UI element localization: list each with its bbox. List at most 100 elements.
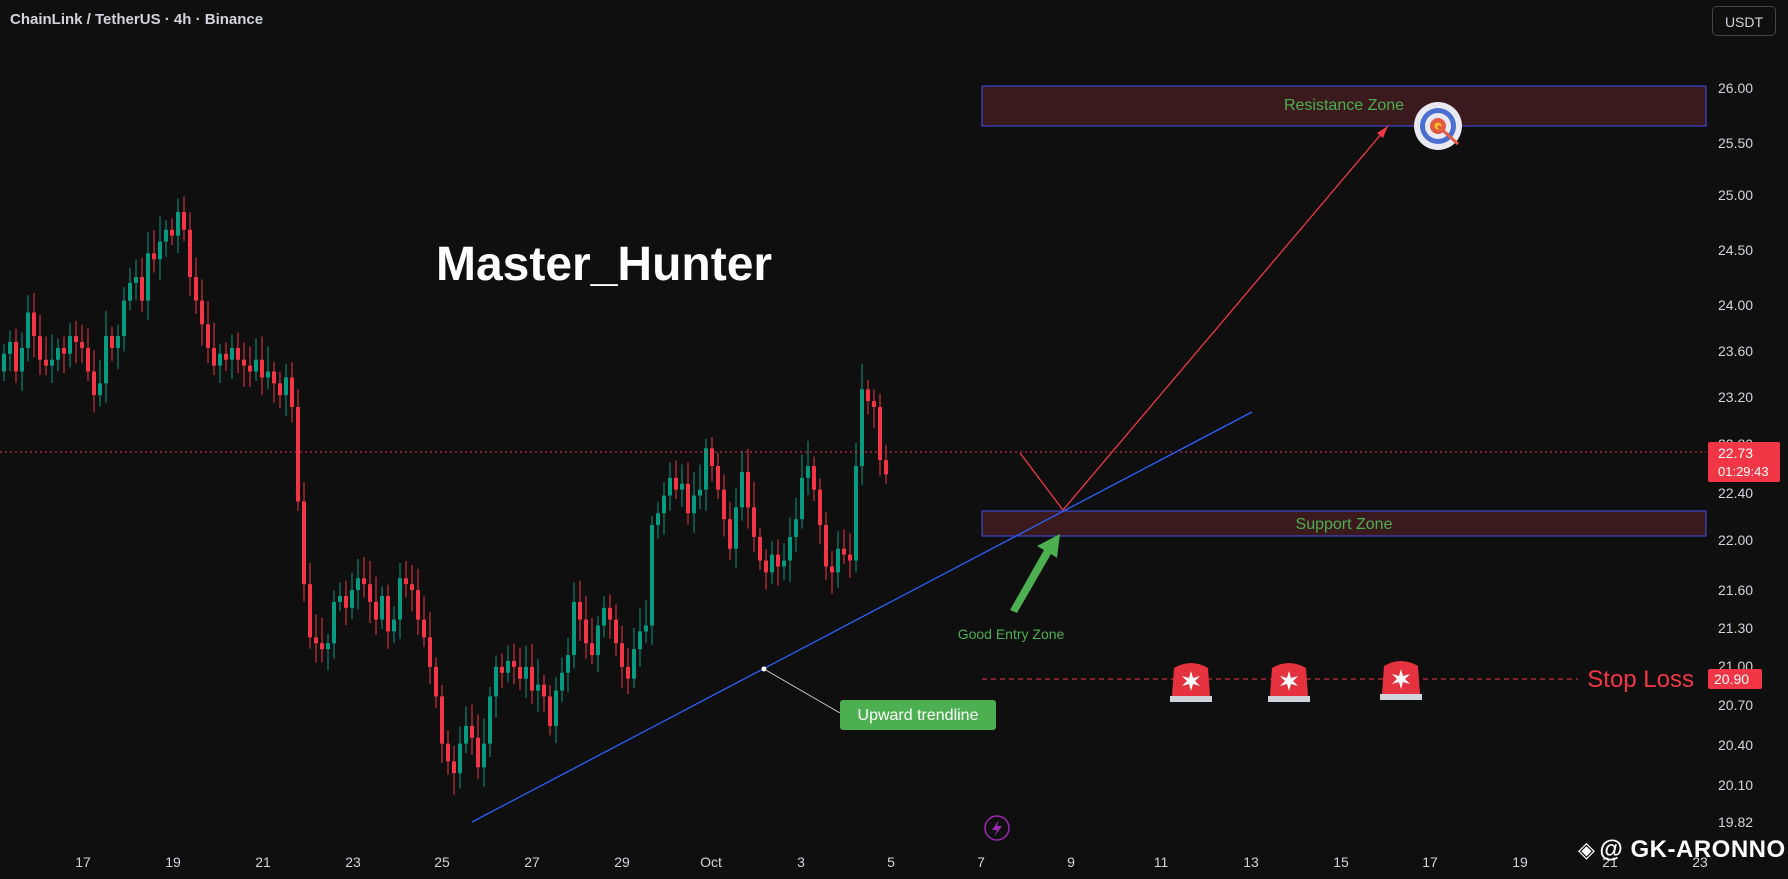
candle-body xyxy=(230,347,234,360)
candle-body xyxy=(680,483,684,490)
candle-body xyxy=(842,548,846,555)
candle-body xyxy=(242,359,246,366)
candle-body xyxy=(632,649,636,679)
time-tick-label: 7 xyxy=(977,854,985,870)
stop-loss-label: Stop Loss xyxy=(1587,666,1694,693)
candle-body xyxy=(92,371,96,396)
candle-body xyxy=(698,489,702,496)
candle-body xyxy=(788,536,792,561)
candle-body xyxy=(332,601,336,644)
price-tick-label: 22.40 xyxy=(1718,485,1753,501)
candle-body xyxy=(134,277,138,283)
candle-body xyxy=(764,560,768,573)
candle-body xyxy=(734,507,738,549)
candle-body xyxy=(14,341,18,372)
candle-body xyxy=(620,643,624,667)
candle-body xyxy=(638,631,642,650)
candle-body xyxy=(854,466,858,561)
candle-body xyxy=(884,460,888,475)
resistance-zone-label: Resistance Zone xyxy=(1284,97,1404,114)
time-tick-label: 13 xyxy=(1243,854,1259,870)
lightning-icon[interactable] xyxy=(984,815,1010,841)
candle-body xyxy=(650,525,654,626)
candle-body xyxy=(860,389,864,467)
candle-body xyxy=(32,312,36,337)
support-zone[interactable] xyxy=(981,510,1707,537)
candles-layer xyxy=(2,196,888,795)
price-tick-label: 20.40 xyxy=(1718,737,1753,753)
candle-body xyxy=(146,253,150,301)
price-tick-label: 24.50 xyxy=(1718,242,1753,258)
candle-body xyxy=(572,601,576,656)
candle-body xyxy=(464,725,468,744)
candle-body xyxy=(98,383,102,396)
candle-body xyxy=(164,229,168,242)
upward-trendline[interactable] xyxy=(471,411,1253,823)
candle-body xyxy=(296,406,300,502)
candle-body xyxy=(44,359,48,366)
candle-body xyxy=(668,477,672,496)
candle-body xyxy=(818,489,822,526)
candle-body xyxy=(470,725,474,738)
price-tick-label: 20.10 xyxy=(1718,777,1753,793)
candle-body xyxy=(56,347,60,360)
candle-body xyxy=(626,666,630,679)
price-tick-label: 23.60 xyxy=(1718,343,1753,359)
siren-icon xyxy=(1380,661,1422,700)
candle-body xyxy=(542,684,546,697)
price-tick-label: 22.00 xyxy=(1718,532,1753,548)
currency-button[interactable]: USDT xyxy=(1712,6,1776,36)
projection-arrowhead xyxy=(1377,126,1388,138)
candle-body xyxy=(458,743,462,774)
time-tick-label: 19 xyxy=(165,854,181,870)
candle-body xyxy=(674,477,678,490)
watermark: ◈ @ GK-ARONNO xyxy=(1578,836,1786,864)
candle-body xyxy=(254,359,258,372)
current-price-badge: 22.73 01:29:43 xyxy=(1708,442,1780,482)
candle-body xyxy=(188,229,192,278)
candle-body xyxy=(338,595,342,602)
candle-body xyxy=(320,643,324,650)
candle-body xyxy=(170,229,174,236)
candle-body xyxy=(86,347,90,372)
candle-body xyxy=(746,471,750,508)
candle-body xyxy=(656,513,660,526)
time-tick-label: 9 xyxy=(1067,854,1075,870)
time-tick-label: Oct xyxy=(700,854,722,870)
candle-body xyxy=(608,607,612,620)
time-tick-label: 19 xyxy=(1512,854,1528,870)
time-tick-label: 5 xyxy=(887,854,895,870)
candle-body xyxy=(284,377,288,396)
candle-body xyxy=(662,495,666,514)
candle-body xyxy=(272,371,276,384)
candle-body xyxy=(848,554,852,561)
candle-body xyxy=(434,666,438,697)
candle-body xyxy=(398,578,402,620)
candle-body xyxy=(362,578,366,585)
candle-body xyxy=(524,666,528,679)
candle-body xyxy=(710,448,714,467)
candle-body xyxy=(122,300,126,337)
candle-body xyxy=(494,666,498,697)
candle-body xyxy=(776,554,780,567)
candle-body xyxy=(800,477,804,520)
candle-body xyxy=(692,495,696,514)
time-tick-label: 21 xyxy=(255,854,271,870)
candle-body xyxy=(20,347,24,372)
candle-body xyxy=(518,666,522,679)
candle-body xyxy=(602,607,606,626)
candle-body xyxy=(512,660,516,667)
time-axis[interactable]: 17 19 21 23 25 27 29 Oct 3 5 7 9 11 13 15 17 19 21 23 xyxy=(75,854,1708,870)
candle-body xyxy=(392,619,396,632)
price-tick-label: 25.00 xyxy=(1718,187,1753,203)
binance-logo-icon: ◈ xyxy=(1578,837,1596,862)
candle-body xyxy=(260,359,264,378)
candle-body xyxy=(290,377,294,407)
candle-body xyxy=(428,637,432,667)
candle-body xyxy=(824,525,828,567)
resistance-zone[interactable] xyxy=(981,85,1707,127)
candle-body xyxy=(596,625,600,656)
time-tick-label: 23 xyxy=(1692,854,1708,870)
time-tick-label: 25 xyxy=(434,854,450,870)
